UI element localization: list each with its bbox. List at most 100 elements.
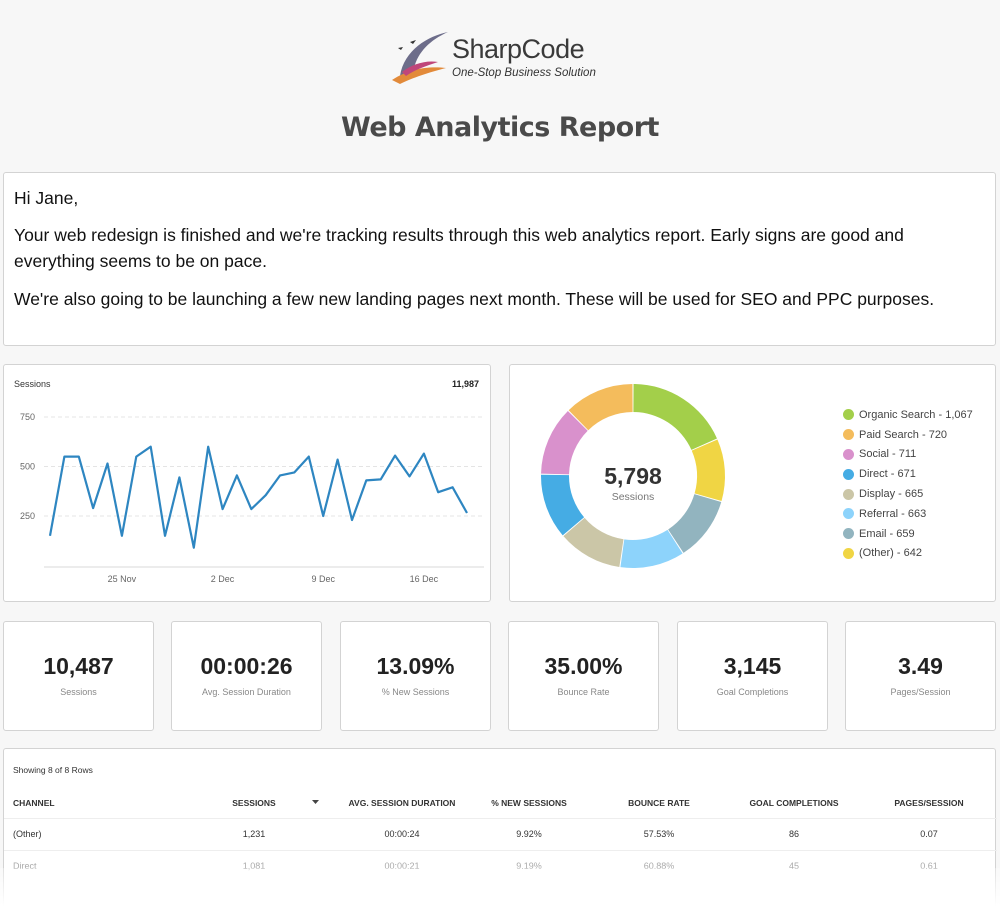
table-header: CHANNEL SESSIONS AVG. SESSION DURATION %… — [4, 798, 997, 816]
donut-slice-social[interactable] — [541, 411, 588, 475]
legend-label: Organic Search - 1,067 — [859, 408, 973, 421]
kpi-value: 3.49 — [898, 653, 943, 679]
legend-label: (Other) - 642 — [859, 547, 922, 560]
legend-label: Referral - 663 — [859, 507, 927, 520]
sort-desc-icon[interactable] — [312, 798, 319, 808]
donut-center-label: Sessions — [611, 491, 655, 503]
kpi-label: Sessions — [60, 687, 97, 697]
legend-swatch — [843, 508, 854, 520]
cell-bounce-rate: 60.88% — [643, 861, 675, 871]
kpi-label: Goal Completions — [716, 687, 789, 697]
column-header-pages-per-session[interactable]: PAGES/SESSION — [894, 798, 964, 808]
kpi-card-sessions: 10,487 Sessions — [3, 621, 154, 731]
x-tick-label: 16 Dec — [410, 574, 439, 584]
donut-slice-paid-search[interactable] — [568, 384, 633, 431]
page-title: Web Analytics Report — [341, 112, 659, 143]
message-paragraph-2: We're also going to be launching a few n… — [14, 289, 935, 309]
y-tick-label: 500 — [20, 462, 35, 472]
x-tick-label: 9 Dec — [311, 574, 335, 584]
donut-slice-referral[interactable] — [620, 529, 683, 568]
y-tick-label: 750 — [20, 412, 35, 422]
brand-tagline: One-Stop Business Solution — [452, 67, 596, 79]
cell-bounce-rate: 57.53% — [643, 829, 675, 839]
donut-slice-display[interactable] — [563, 517, 624, 567]
legend-item[interactable]: Organic Search - 1,067 — [843, 405, 973, 425]
x-tick-label: 25 Nov — [108, 574, 137, 584]
column-header-sessions[interactable]: SESSIONS — [232, 798, 276, 808]
column-header-avg-session-duration[interactable]: AVG. SESSION DURATION — [348, 798, 456, 808]
donut-chart-plot — [541, 384, 725, 568]
brand-name: SharpCode — [452, 34, 585, 64]
message-card: Hi Jane, Your web redesign is finished a… — [3, 172, 996, 346]
legend-label: Paid Search - 720 — [859, 428, 948, 441]
column-header-new-sessions[interactable]: % NEW SESSIONS — [491, 798, 567, 808]
legend-swatch — [843, 488, 854, 500]
cell-goal-completions: 45 — [788, 861, 799, 871]
cell-channel: Direct — [13, 861, 37, 871]
cell-pages-per-session: 0.07 — [920, 829, 938, 839]
table-row: (Other) 1,231 00:00:24 9.92% 57.53% 86 0… — [4, 818, 997, 848]
cell-new-sessions: 9.19% — [516, 861, 542, 871]
donut-legend: Organic Search - 1,067 Paid Search - 720 S… — [843, 405, 973, 563]
legend-swatch — [843, 429, 854, 441]
kpi-value: 00:00:26 — [200, 653, 293, 679]
donut-slice-email[interactable] — [668, 494, 722, 553]
sessions-series-line — [48, 445, 468, 549]
cell-avg-session-duration: 00:00:21 — [384, 861, 420, 871]
chart-total: 11,987 — [451, 379, 479, 389]
column-header-bounce-rate[interactable]: BOUNCE RATE — [628, 798, 690, 808]
kpi-card-goal-completions: 3,145 Goal Completions — [677, 621, 828, 731]
chart-title: Sessions — [14, 379, 51, 389]
legend-item[interactable]: Direct - 671 — [843, 464, 973, 484]
kpi-card-bounce-rate: 35.00% Bounce Rate — [508, 621, 659, 731]
sessions-line-chart: Sessions 11,987 250 500 750 25 Nov 2 Dec 9 De… — [3, 364, 491, 602]
kpi-value: 10,487 — [43, 653, 114, 679]
legend-label: Email - 659 — [859, 527, 915, 540]
donut-slice-direct[interactable] — [541, 474, 585, 536]
cell-sessions: 1,081 — [242, 861, 266, 871]
kpi-label: Pages/Session — [890, 687, 951, 697]
cell-avg-session-duration: 00:00:24 — [384, 829, 420, 839]
y-tick-label: 250 — [20, 511, 35, 521]
legend-item[interactable]: Referral - 663 — [843, 504, 973, 524]
kpi-card-pages-per-session: 3.49 Pages/Session — [845, 621, 996, 731]
line-chart-plot: 250 500 750 25 Nov 2 Dec 9 Dec 16 Dec — [20, 412, 484, 584]
kpi-label: % New Sessions — [381, 687, 450, 697]
report-header: SharpCode One-Stop Business Solution Web… — [0, 0, 1000, 170]
donut-slice-organic-search[interactable] — [633, 384, 717, 450]
cell-channel: (Other) — [13, 829, 42, 839]
legend-swatch — [843, 409, 854, 421]
legend-swatch — [843, 528, 854, 540]
legend-item[interactable]: Email - 659 — [843, 524, 973, 544]
sessions-donut-chart: 5,798 Sessions Organic Search - 1,067 Pai… — [509, 364, 996, 602]
legend-label: Social - 711 — [859, 448, 917, 461]
message-greeting: Hi Jane, — [14, 188, 79, 208]
cell-goal-completions: 86 — [788, 829, 799, 839]
kpi-value: 35.00% — [544, 653, 623, 679]
table-row-count: Showing 8 of 8 Rows — [13, 765, 93, 775]
column-header-channel[interactable]: CHANNEL — [13, 798, 55, 808]
kpi-label: Bounce Rate — [557, 687, 610, 697]
kpi-value: 13.09% — [376, 653, 455, 679]
brand-logo: SharpCode One-Stop Business Solution — [390, 28, 620, 88]
kpi-value: 3,145 — [723, 653, 782, 679]
x-tick-label: 2 Dec — [211, 574, 235, 584]
donut-slice-other[interactable] — [691, 439, 725, 502]
column-header-goal-completions[interactable]: GOAL COMPLETIONS — [749, 798, 839, 808]
cell-sessions: 1,231 — [242, 829, 266, 839]
message-paragraph-1: Your web redesign is finished and we're … — [14, 225, 904, 271]
kpi-label: Avg. Session Duration — [202, 687, 291, 697]
kpi-card-new-sessions: 13.09% % New Sessions — [340, 621, 491, 731]
legend-swatch — [843, 448, 854, 460]
legend-item[interactable]: Display - 665 — [843, 484, 973, 504]
legend-label: Direct - 671 — [859, 468, 916, 481]
bottom-fade — [0, 868, 1000, 906]
legend-swatch — [843, 468, 854, 480]
legend-item[interactable]: (Other) - 642 — [843, 544, 973, 564]
cell-new-sessions: 9.92% — [516, 829, 542, 839]
donut-center-value: 5,798 — [604, 463, 662, 489]
legend-item[interactable]: Paid Search - 720 — [843, 425, 973, 445]
kpi-card-avg-session-duration: 00:00:26 Avg. Session Duration — [171, 621, 322, 731]
legend-item[interactable]: Social - 711 — [843, 445, 973, 465]
logo-swoosh-icon — [392, 32, 448, 84]
